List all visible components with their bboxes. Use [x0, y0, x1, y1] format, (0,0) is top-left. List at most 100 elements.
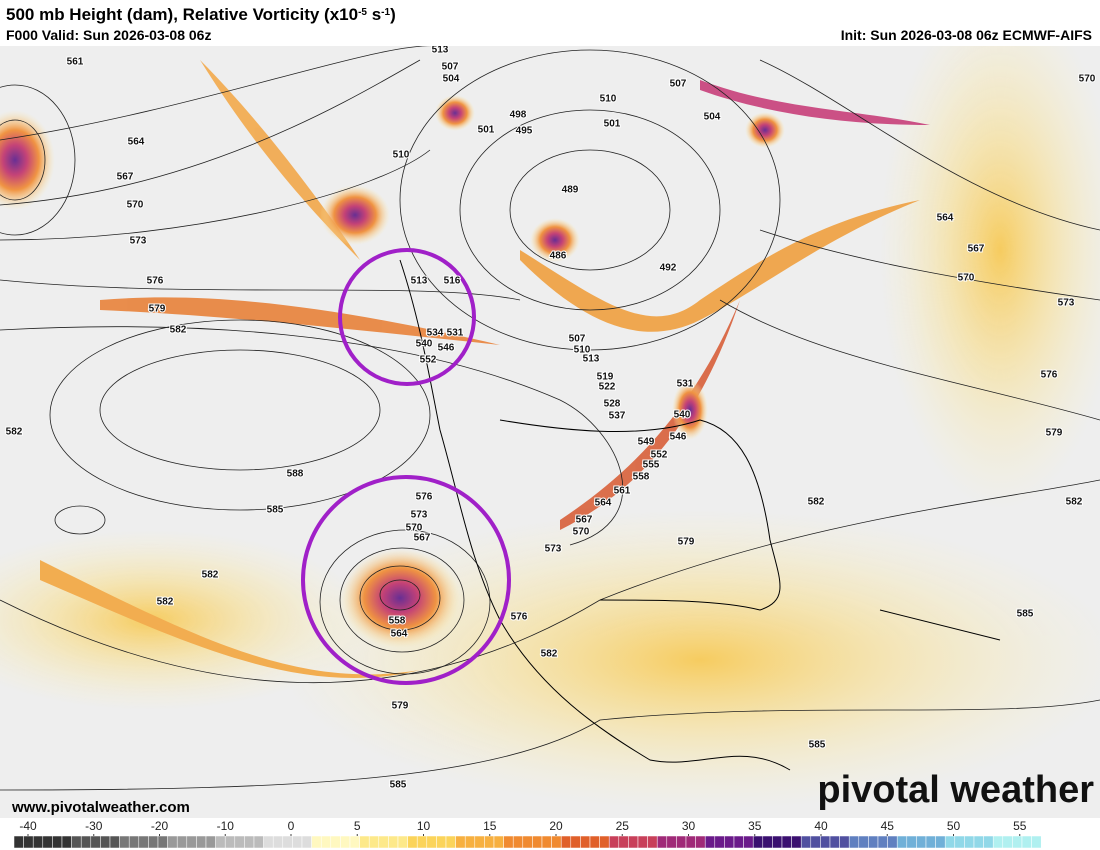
colorbar-swatch: [282, 835, 293, 849]
colorbar-swatch: [71, 835, 82, 849]
contour-label: 507: [670, 79, 687, 90]
colorbar-swatch: [234, 835, 245, 849]
colorbar-swatch: [820, 835, 831, 849]
contour-label: 564: [937, 213, 954, 224]
colorbar-swatch: [733, 835, 744, 849]
contour-label: 582: [808, 497, 825, 508]
colorbar-swatch: [637, 835, 648, 849]
colorbar-tick-label: -20: [151, 819, 169, 833]
colorbar-swatch: [436, 835, 447, 849]
contour-label: 546: [438, 343, 455, 354]
contour-label: 579: [678, 537, 695, 548]
colorbar-swatch: [762, 835, 773, 849]
contour-label: 585: [1017, 609, 1034, 620]
colorbar-swatch: [205, 835, 216, 849]
colorbar-swatch: [964, 835, 975, 849]
contour-label: 546: [670, 432, 687, 443]
colorbar-swatch: [992, 835, 1004, 849]
colorbar-swatch: [426, 835, 437, 849]
colorbar-swatch: [551, 835, 562, 849]
colorbar-swatch: [244, 835, 255, 849]
colorbar-tick-label: 45: [881, 819, 895, 833]
colorbar-swatch: [589, 835, 600, 849]
colorbar-tick-label: 35: [748, 819, 762, 833]
contour-label: 516: [444, 276, 461, 287]
website: www.pivotalweather.com: [11, 799, 190, 816]
contour-label: 576: [416, 492, 433, 503]
colorbar-swatch: [128, 835, 140, 849]
contour-label: 567: [576, 515, 593, 526]
colorbar-swatch: [215, 835, 226, 849]
contour-label: 540: [416, 339, 433, 350]
colorbar-swatch: [455, 835, 466, 849]
colorbar-tick-label: 0: [288, 819, 295, 833]
colorbar-tick-label: 40: [814, 819, 828, 833]
colorbar-tick-label: 50: [947, 819, 961, 833]
header-band: [0, 0, 1100, 46]
contour-label: 552: [420, 355, 437, 366]
contour-label: 501: [604, 119, 621, 130]
colorbar-swatch: [676, 835, 687, 849]
contour-label: 486: [550, 251, 567, 262]
contour-label: 579: [1046, 428, 1063, 439]
colorbar-swatch: [474, 835, 485, 849]
colorbar-swatch: [484, 835, 495, 849]
colorbar-swatch: [186, 835, 197, 849]
contour-label: 567: [414, 533, 431, 544]
colorbar-swatch: [148, 835, 159, 849]
colorbar-tick-label: -40: [19, 819, 37, 833]
title-part: s: [367, 5, 381, 24]
colorbar-swatch: [330, 835, 341, 849]
contour-label: 564: [595, 498, 612, 509]
contour-label: 489: [562, 185, 579, 196]
colorbar-swatch: [848, 835, 860, 849]
colorbar-swatch: [685, 835, 696, 849]
contour-label: 585: [390, 780, 407, 791]
colorbar-swatch: [743, 835, 754, 849]
colorbar-swatch: [224, 835, 236, 849]
title-part: ): [390, 5, 396, 24]
contour-label: 579: [392, 701, 409, 712]
colorbar-swatch: [628, 835, 639, 849]
colorbar-swatch: [445, 835, 456, 849]
colorbar-swatch: [138, 835, 149, 849]
colorbar-swatch: [925, 835, 936, 849]
contour-label: 567: [117, 172, 134, 183]
colorbar-swatch: [752, 835, 764, 849]
contour-label: 513: [583, 354, 600, 365]
colorbar-tick-label: 25: [616, 819, 630, 833]
colorbar-swatch: [1031, 835, 1042, 849]
colorbar-swatch: [464, 835, 476, 849]
contour-label: 570: [958, 273, 975, 284]
colorbar-swatch: [695, 835, 706, 849]
colorbar-swatch: [868, 835, 879, 849]
colorbar-swatch: [522, 835, 533, 849]
colorbar-swatch: [292, 835, 303, 849]
contour-label: 564: [128, 137, 145, 148]
colorbar-swatch: [896, 835, 908, 849]
contour-label: 510: [574, 345, 591, 356]
contour-label: 573: [1058, 298, 1075, 309]
contour-label: 573: [411, 510, 428, 521]
colorbar-swatch: [829, 835, 840, 849]
colorbar-tick-label: 10: [417, 819, 431, 833]
colorbar-swatch: [397, 835, 408, 849]
colorbar-swatch: [61, 835, 72, 849]
colorbar-tick-label: 30: [682, 819, 696, 833]
colorbar-swatch: [954, 835, 965, 849]
colorbar-swatch: [877, 835, 888, 849]
colorbar-swatch: [618, 835, 629, 849]
colorbar-swatch: [23, 835, 34, 849]
contour-label: 564: [391, 629, 408, 640]
colorbar-tick-label: 5: [354, 819, 361, 833]
contour-label: 582: [541, 649, 558, 660]
contour-label: 573: [545, 544, 562, 555]
colorbar-swatch: [13, 835, 24, 849]
colorbar-tick-label: -10: [217, 819, 235, 833]
contour-label: 567: [968, 244, 985, 255]
colorbar-swatch: [263, 835, 274, 849]
logo: pivotal weather: [817, 769, 1094, 811]
contour-label: 510: [393, 150, 410, 161]
colorbar-swatch: [906, 835, 917, 849]
